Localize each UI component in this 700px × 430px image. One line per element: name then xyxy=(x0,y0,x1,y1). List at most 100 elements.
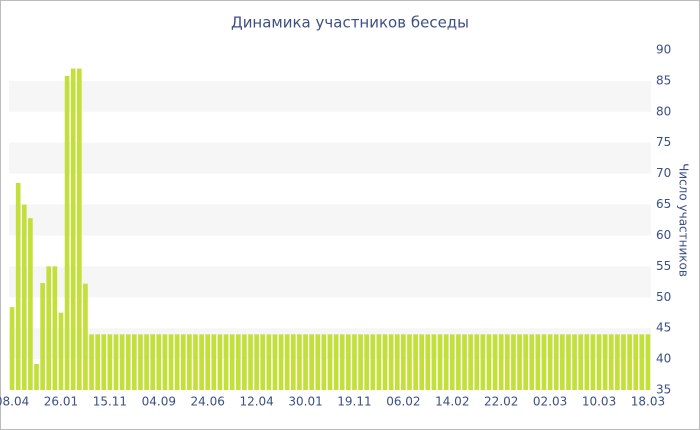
bar xyxy=(529,334,535,390)
bar xyxy=(101,334,107,390)
bar xyxy=(590,334,596,390)
bar xyxy=(187,334,192,390)
bar xyxy=(602,334,608,390)
bar xyxy=(492,334,498,390)
bar xyxy=(76,68,82,390)
bar xyxy=(229,334,235,390)
bar xyxy=(40,283,45,390)
bar xyxy=(346,334,351,390)
bar xyxy=(327,334,333,390)
bar xyxy=(394,334,400,390)
y-tick-label: 50 xyxy=(656,290,671,304)
bar xyxy=(107,334,113,390)
x-tick-label: 02.03 xyxy=(533,395,567,409)
bar xyxy=(52,266,58,390)
y-tick-label: 35 xyxy=(656,383,671,397)
x-tick-label: 10.03 xyxy=(582,395,616,409)
bar xyxy=(211,334,217,390)
bar xyxy=(89,334,94,390)
bar xyxy=(278,334,284,390)
bar xyxy=(272,334,278,390)
bar xyxy=(468,334,473,390)
bar xyxy=(388,334,394,390)
x-tick-label: 30.01 xyxy=(288,395,322,409)
y-tick-label: 90 xyxy=(656,43,671,57)
bar xyxy=(339,334,345,390)
chart-title: Динамика участников беседы xyxy=(231,14,469,32)
bar xyxy=(437,334,443,390)
bar xyxy=(431,334,437,390)
bar xyxy=(132,334,137,390)
bar xyxy=(358,334,363,390)
bar xyxy=(578,334,584,390)
bar xyxy=(566,334,571,390)
x-tick-label: 06.02 xyxy=(386,395,420,409)
bar xyxy=(541,334,547,390)
bar xyxy=(425,334,431,390)
x-tick-label: 19.11 xyxy=(337,395,371,409)
bar xyxy=(162,334,168,390)
grid-band xyxy=(9,266,651,298)
bar xyxy=(205,334,211,390)
bar xyxy=(486,334,492,390)
bar xyxy=(560,334,565,390)
y-tick-label: 75 xyxy=(656,135,671,149)
bar xyxy=(480,334,486,390)
x-tick-label: 12.04 xyxy=(239,395,273,409)
bar xyxy=(242,334,247,390)
bar xyxy=(333,334,339,390)
bar xyxy=(254,334,259,390)
bar xyxy=(364,334,370,390)
bar xyxy=(504,334,510,390)
bar xyxy=(352,334,357,390)
y-tick-label: 65 xyxy=(656,197,671,211)
bar xyxy=(266,334,272,390)
bar xyxy=(639,334,645,390)
bar xyxy=(401,334,406,390)
bar xyxy=(309,334,314,390)
bar xyxy=(511,334,516,390)
bar xyxy=(627,334,632,390)
bar xyxy=(608,334,614,390)
y-axis-label: Число участников xyxy=(677,163,691,277)
bar xyxy=(119,334,125,390)
y-tick-label: 60 xyxy=(656,228,671,242)
bar xyxy=(315,334,321,390)
bar xyxy=(9,307,15,390)
y-tick-label: 80 xyxy=(656,104,671,118)
y-tick-label: 55 xyxy=(656,259,671,273)
x-tick-label: 04.09 xyxy=(142,395,176,409)
bar xyxy=(95,334,100,390)
bar xyxy=(303,334,308,390)
bar xyxy=(443,334,449,390)
bar xyxy=(284,334,290,390)
bar xyxy=(596,334,602,390)
bar xyxy=(407,334,412,390)
grid-band xyxy=(9,204,651,236)
bar xyxy=(125,334,131,390)
bar xyxy=(70,68,76,390)
x-tick-label: 22.02 xyxy=(484,395,518,409)
bar xyxy=(456,334,461,390)
y-tick-label: 45 xyxy=(656,321,671,335)
bar xyxy=(34,364,39,390)
y-tick-label: 70 xyxy=(656,166,671,180)
bar xyxy=(58,312,64,390)
x-tick-label: 15.11 xyxy=(93,395,127,409)
bar xyxy=(474,334,480,390)
bar xyxy=(235,334,241,390)
x-tick-label: 26.01 xyxy=(44,395,78,409)
bar xyxy=(174,334,180,390)
bar xyxy=(248,334,253,390)
bar xyxy=(290,334,296,390)
bar xyxy=(46,266,52,390)
x-tick-label: 24.06 xyxy=(191,395,225,409)
bar xyxy=(419,334,425,390)
bar xyxy=(535,334,541,390)
bar xyxy=(376,334,382,390)
x-tick-label: 18.03 xyxy=(631,395,665,409)
bar xyxy=(584,334,590,390)
bar xyxy=(156,334,162,390)
bar xyxy=(223,334,229,390)
